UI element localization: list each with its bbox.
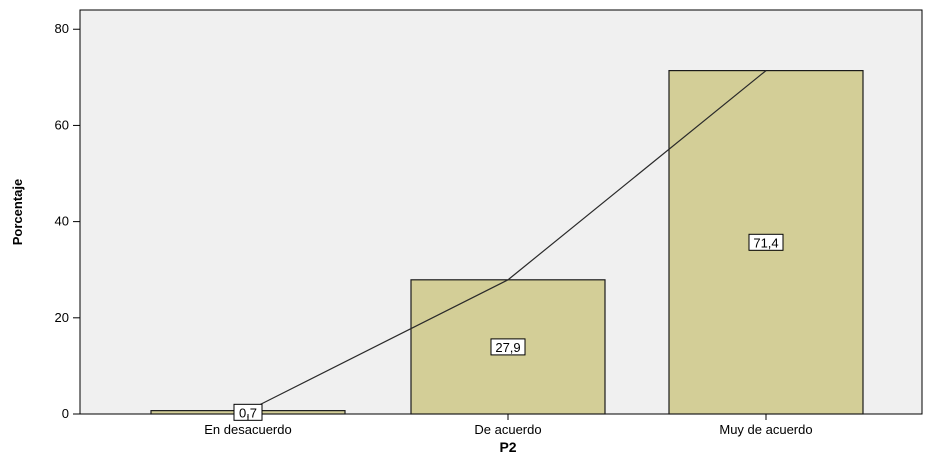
data-label: 71,4 <box>753 235 778 250</box>
y-tick-label: 20 <box>55 310 69 325</box>
bar-value-labels: 0,7 27,9 71,4 <box>233 233 784 421</box>
trend-line <box>247 70 767 412</box>
data-label-box <box>748 233 784 251</box>
x-axis: En desacuerdo De acuerdo Muy de acuerdo <box>204 414 813 437</box>
y-axis: 0 20 40 60 80 <box>55 21 80 421</box>
data-label: 0,7 <box>239 405 257 420</box>
y-tick-label: 0 <box>62 406 69 421</box>
y-tick-label: 80 <box>55 21 69 36</box>
x-axis-title: P2 <box>499 439 516 455</box>
y-tick-label: 40 <box>55 214 69 229</box>
data-label: 27,9 <box>495 340 520 355</box>
x-tick-label: En desacuerdo <box>204 422 291 437</box>
y-axis-title: Porcentaje <box>10 179 25 245</box>
data-label-box <box>233 403 263 421</box>
y-tick-label: 60 <box>55 117 69 132</box>
data-label-box <box>490 338 526 356</box>
x-tick-label: De acuerdo <box>474 422 541 437</box>
x-tick-label: Muy de acuerdo <box>719 422 812 437</box>
